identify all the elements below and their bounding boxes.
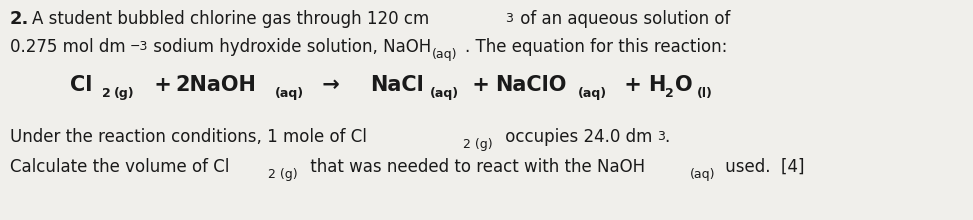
Text: Under the reaction conditions, 1 mole of Cl: Under the reaction conditions, 1 mole of… [10, 128, 367, 146]
Text: that was needed to react with the NaOH: that was needed to react with the NaOH [305, 158, 645, 176]
Text: A student bubbled chlorine gas through 120 cm: A student bubbled chlorine gas through 1… [32, 10, 429, 28]
Text: 2.: 2. [10, 10, 29, 28]
Text: 2: 2 [665, 87, 673, 100]
Text: +: + [147, 75, 179, 95]
Text: used.  [4]: used. [4] [720, 158, 805, 176]
Text: 2NaOH: 2NaOH [175, 75, 256, 95]
Text: occupies 24.0 dm: occupies 24.0 dm [500, 128, 652, 146]
Text: (l): (l) [697, 87, 713, 100]
Text: of an aqueous solution of: of an aqueous solution of [515, 10, 731, 28]
Text: .: . [664, 128, 669, 146]
Text: 3: 3 [505, 12, 513, 25]
Text: +: + [465, 75, 497, 95]
Text: sodium hydroxide solution, NaOH: sodium hydroxide solution, NaOH [148, 38, 431, 56]
Text: →: → [315, 75, 347, 95]
Text: +: + [617, 75, 649, 95]
Text: NaCl: NaCl [370, 75, 424, 95]
Text: −3: −3 [130, 40, 148, 53]
Text: NaClO: NaClO [495, 75, 566, 95]
Text: (aq): (aq) [690, 168, 715, 181]
Text: 3: 3 [657, 130, 665, 143]
Text: (aq): (aq) [430, 87, 459, 100]
Text: (aq): (aq) [275, 87, 305, 100]
Text: (aq): (aq) [578, 87, 607, 100]
Text: Cl: Cl [70, 75, 92, 95]
Text: 2: 2 [102, 87, 111, 100]
Text: 0.275 mol dm: 0.275 mol dm [10, 38, 126, 56]
Text: H: H [648, 75, 666, 95]
Text: Calculate the volume of Cl: Calculate the volume of Cl [10, 158, 230, 176]
Text: O: O [675, 75, 693, 95]
Text: 2 (g): 2 (g) [463, 138, 492, 151]
Text: (aq): (aq) [432, 48, 457, 61]
Text: 2 (g): 2 (g) [268, 168, 298, 181]
Text: (g): (g) [114, 87, 134, 100]
Text: . The equation for this reaction:: . The equation for this reaction: [465, 38, 728, 56]
